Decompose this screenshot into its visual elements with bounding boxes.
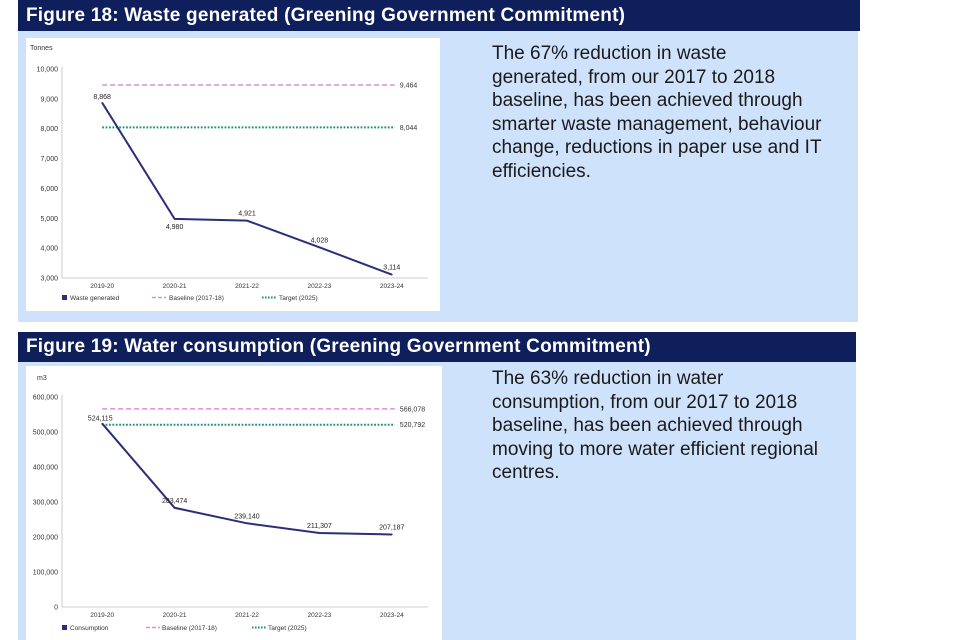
data-label: 4,921 <box>238 211 256 218</box>
x-tick-label: 2023-24 <box>380 283 404 290</box>
y-tick-label: 400,000 <box>33 465 58 472</box>
figure-18-chart: Tonnes 3,000 4,000 5,000 6,000 7,000 8,000 9,00… <box>26 38 440 311</box>
x-tick-label: 2020-21 <box>163 283 187 290</box>
y-tick-label: 4,000 <box>40 246 58 253</box>
legend-swatch-series <box>62 295 67 300</box>
x-tick-label: 2023-24 <box>380 612 404 619</box>
water-line-chart: m3 0 100,000 200,000 300,000 400,000 500,000 60… <box>26 366 442 640</box>
data-point <box>246 523 248 525</box>
data-label: 524,115 <box>88 416 113 423</box>
legend-label: Target (2025) <box>279 295 318 302</box>
figure-19-chart: m3 0 100,000 200,000 300,000 400,000 500,000 60… <box>26 366 442 640</box>
data-label: 211,307 <box>307 523 332 530</box>
y-tick-label: 6,000 <box>40 186 58 193</box>
data-label: 3,114 <box>383 265 400 272</box>
x-tick-label: 2022-23 <box>307 283 331 290</box>
data-label: 207,187 <box>379 524 404 531</box>
figure-18-title: Figure 18: Waste generated (Greening Gov… <box>18 0 860 31</box>
data-point <box>101 423 103 425</box>
baseline-value-label: 9,464 <box>400 83 418 90</box>
data-label: 4,028 <box>311 237 329 244</box>
data-point <box>174 218 176 220</box>
x-tick-label: 2021-22 <box>235 612 259 619</box>
data-point <box>246 220 248 222</box>
x-tick-label: 2022-23 <box>307 612 331 619</box>
y-tick-label: 3,000 <box>40 276 58 283</box>
data-point <box>391 534 393 536</box>
data-point <box>174 507 176 509</box>
legend-label: Consumption <box>70 625 109 632</box>
figure-19-description: The 63% reduction in water consumption, … <box>492 367 822 485</box>
x-tick-label: 2019-20 <box>90 283 114 290</box>
waste-line-chart: Tonnes 3,000 4,000 5,000 6,000 7,000 8,000 9,00… <box>26 38 440 311</box>
data-point <box>319 247 321 249</box>
figure-19-title: Figure 19: Water consumption (Greening G… <box>18 332 856 362</box>
y-tick-label: 10,000 <box>37 67 59 74</box>
x-tick-label: 2019-20 <box>90 612 114 619</box>
legend-label: Baseline (2017-18) <box>162 625 217 632</box>
baseline-value-label: 566,078 <box>400 406 425 413</box>
legend-label: Baseline (2017-18) <box>169 295 224 302</box>
y-tick-label: 300,000 <box>33 500 58 507</box>
y-tick-label: 8,000 <box>40 126 58 133</box>
y-tick-label: 500,000 <box>33 430 58 437</box>
data-label: 239,140 <box>234 513 259 520</box>
figure-18-description: The 67% reduction in waste generated, fr… <box>492 42 822 183</box>
series-line <box>102 103 392 275</box>
y-tick-label: 5,000 <box>40 216 58 223</box>
data-point <box>319 532 321 534</box>
target-value-label: 520,792 <box>400 422 425 429</box>
data-point <box>391 274 393 276</box>
legend-swatch-series <box>62 625 67 630</box>
target-value-label: 8,044 <box>400 125 418 132</box>
data-label: 283,474 <box>162 498 187 505</box>
x-tick-label: 2020-21 <box>163 612 187 619</box>
y-tick-label: 200,000 <box>33 535 58 542</box>
x-tick-label: 2021-22 <box>235 283 259 290</box>
legend-label: Target (2025) <box>268 625 307 632</box>
y-tick-label: 600,000 <box>33 395 58 402</box>
y-axis-title: m3 <box>37 375 47 382</box>
data-point <box>101 102 103 104</box>
y-axis-title: Tonnes <box>30 45 53 52</box>
y-tick-label: 9,000 <box>40 96 58 103</box>
y-tick-label: 0 <box>54 605 58 612</box>
data-label: 8,868 <box>93 94 111 101</box>
data-label: 4,980 <box>166 224 184 231</box>
y-tick-label: 7,000 <box>40 156 58 163</box>
legend-label: Waste generated <box>70 295 120 302</box>
y-tick-label: 100,000 <box>33 570 58 577</box>
